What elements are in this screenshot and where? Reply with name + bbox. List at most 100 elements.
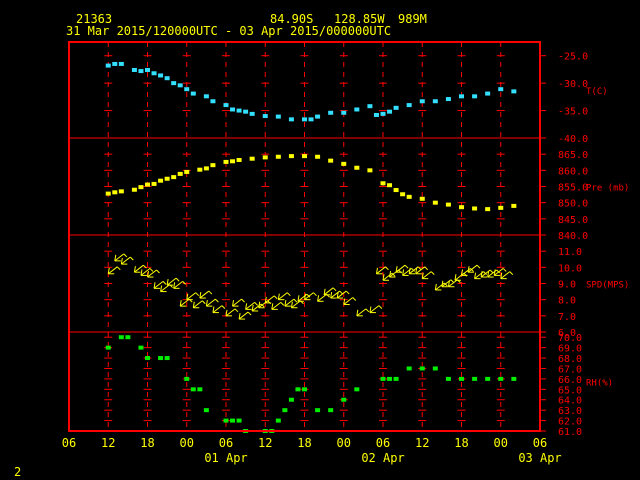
humidity-point <box>125 335 131 340</box>
y-tick-label: 70.0 <box>558 333 582 344</box>
humidity-point <box>236 418 242 423</box>
wind-barb-shaft <box>336 290 347 299</box>
x-hour-label: 00 <box>337 436 351 450</box>
wind-barb-shaft <box>395 264 406 273</box>
wind-barb-head <box>408 267 411 274</box>
temperature-point <box>387 109 393 114</box>
elevation: 989M <box>398 12 427 26</box>
humidity-point <box>498 376 504 381</box>
humidity-point <box>295 387 301 392</box>
wind-barb-head <box>192 301 195 308</box>
pressure-point <box>158 178 164 183</box>
wind-barb-feather <box>339 290 344 295</box>
pressure-point <box>177 171 183 176</box>
wind-barb <box>173 280 187 289</box>
y-tick-label: 840.0 <box>558 231 588 242</box>
wind-barb <box>343 297 357 306</box>
wind-barb <box>120 256 134 265</box>
wind-barb-shaft <box>225 308 236 317</box>
wind-barb-head <box>382 274 385 281</box>
wind-barb <box>192 300 206 309</box>
temperature-point <box>177 83 183 88</box>
humidity-point <box>184 376 190 381</box>
wind-barb-feather <box>424 266 429 271</box>
humidity-point <box>203 408 209 413</box>
wind-barb-shaft <box>461 268 471 276</box>
wind-barb-feather <box>509 271 514 276</box>
x-hour-label: 18 <box>140 436 154 450</box>
temperature-point <box>164 76 170 81</box>
wind-barb-head <box>375 267 378 274</box>
wind-barb-shaft <box>140 268 151 276</box>
wind-barb-feather <box>352 297 357 301</box>
wind-barb <box>493 268 507 276</box>
wind-barb <box>238 311 252 320</box>
wind-barb-feather <box>182 280 187 285</box>
pressure-point <box>498 205 504 210</box>
wind-barb <box>415 266 429 275</box>
humidity-point <box>145 356 150 361</box>
wind-barb-shaft <box>500 271 511 280</box>
wind-barb-feather <box>123 253 128 258</box>
wind-barb-feather <box>273 295 278 300</box>
wind-barb-head <box>336 291 339 299</box>
y-tick-label: 64.0 <box>558 396 582 407</box>
y-tick-label: 65.0 <box>558 385 582 396</box>
wind-barb-feather <box>404 264 409 269</box>
wind-barb <box>271 301 285 310</box>
x-hour-label: 06 <box>62 436 76 450</box>
wind-barb-feather <box>385 266 389 271</box>
wind-barb-head <box>277 293 280 300</box>
wind-barb-head <box>290 301 293 308</box>
y-tick-label: 6.0 <box>558 328 576 339</box>
x-hour-label: 12 <box>258 436 272 450</box>
y-tick-label: -30.0 <box>558 79 588 90</box>
temperature-point <box>190 91 196 96</box>
pressure-point <box>341 161 347 166</box>
wind-barb <box>114 253 128 262</box>
pressure-point <box>302 154 307 159</box>
wind-barb-shaft <box>147 269 157 278</box>
wind-barb-head <box>421 272 424 279</box>
wind-barb-feather <box>221 305 226 309</box>
wind-barb-shaft <box>291 300 301 309</box>
wind-barb <box>199 290 213 299</box>
wind-barb-head <box>500 272 503 279</box>
wind-barb <box>251 303 265 312</box>
pressure-point <box>131 187 137 192</box>
wind-barb-head <box>493 269 496 276</box>
wind-barb-feather <box>201 300 206 305</box>
humidity-point <box>138 345 144 350</box>
wind-barb-head <box>179 300 182 307</box>
wind-barb-shaft <box>206 298 216 307</box>
wind-barb-shaft <box>323 287 334 296</box>
wind-barb-head <box>166 279 169 286</box>
pressure-point <box>275 154 281 159</box>
pressure-point <box>432 200 438 205</box>
pressure-point <box>105 191 111 196</box>
wind-barb-feather <box>280 302 285 306</box>
y-tick-label: 67.0 <box>558 364 582 375</box>
series-axis-label: SPD(MPS) <box>586 281 629 291</box>
temperature-point <box>419 99 425 104</box>
temperature-point <box>341 110 347 115</box>
wind-barb-feather <box>496 269 501 274</box>
wind-barb <box>205 298 219 307</box>
y-tick-label: -35.0 <box>558 107 588 118</box>
temperature-point <box>275 114 281 119</box>
wind-barb-shaft <box>382 272 393 281</box>
wind-barb-head <box>205 300 208 307</box>
pressure-point <box>230 159 236 164</box>
wind-barb <box>382 272 396 281</box>
wind-barb <box>467 264 481 273</box>
pressure-point <box>288 154 294 159</box>
temperature-point <box>432 99 438 104</box>
wind-barb-shaft <box>199 290 210 299</box>
wind-barb <box>140 268 154 276</box>
wind-barb-feather <box>365 308 370 313</box>
humidity-point <box>282 408 288 413</box>
temperature-point <box>288 117 294 122</box>
temperature-point <box>354 107 360 112</box>
time-period: 31 Mar 2015/120000UTC - 03 Apr 2015/0000… <box>66 24 391 38</box>
